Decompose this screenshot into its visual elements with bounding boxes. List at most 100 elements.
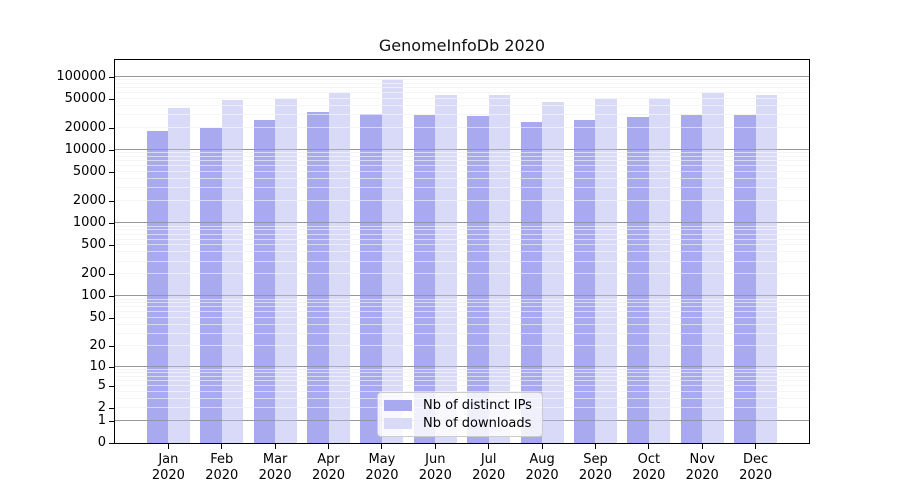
- y-tick-mark: [109, 76, 114, 78]
- legend-swatch-distinct-ips: [384, 400, 412, 412]
- bar-distinct-ips-jun: [413, 114, 436, 443]
- minor-gridline-overlay: [115, 311, 809, 313]
- x-tick-month: Dec: [743, 452, 769, 467]
- bar-downloads-oct: [648, 97, 671, 443]
- bar-distinct-ips-nov: [680, 114, 703, 443]
- y-tick-label: 20000: [64, 120, 106, 136]
- bar-downloads-apr: [328, 92, 351, 443]
- major-gridline-overlay: [115, 75, 809, 77]
- x-tick-label-jul: Jul 2020: [459, 452, 519, 484]
- y-tick-label: 500: [81, 237, 106, 253]
- plot-area: [114, 59, 810, 444]
- x-tick-month: Jul: [480, 452, 497, 467]
- minor-gridline-overlay: [115, 229, 809, 231]
- x-tick-year: 2020: [578, 468, 612, 483]
- minor-gridline-overlay: [115, 380, 809, 382]
- y-tick-label: 200: [81, 266, 106, 282]
- major-gridline-overlay: [115, 295, 809, 297]
- x-tick-mark: [274, 444, 276, 449]
- y-tick-mark: [109, 408, 114, 410]
- y-tick-label: 2: [97, 400, 106, 416]
- x-tick-mark: [328, 444, 330, 449]
- y-tick-mark: [109, 296, 114, 298]
- y-tick-mark: [109, 420, 114, 422]
- x-tick-label-jan: Jan 2020: [138, 452, 198, 484]
- x-tick-label-dec: Dec 2020: [726, 452, 786, 484]
- x-tick-year: 2020: [632, 468, 666, 483]
- minor-gridline-overlay: [115, 368, 809, 370]
- minor-gridline-overlay: [115, 178, 809, 180]
- y-tick-mark: [109, 201, 114, 203]
- minor-gridline-overlay: [115, 251, 809, 253]
- bar-downloads-mar: [275, 98, 297, 443]
- y-tick-mark: [109, 443, 114, 444]
- x-tick-label-apr: Apr 2020: [299, 452, 359, 484]
- bar-distinct-ips-may: [360, 113, 382, 443]
- minor-gridline-overlay: [115, 105, 809, 107]
- minor-gridline-overlay: [115, 233, 809, 235]
- bar-distinct-ips-dec: [734, 115, 756, 443]
- y-tick-label: 100: [81, 288, 106, 304]
- minor-gridline-overlay: [115, 323, 809, 325]
- y-tick-mark: [109, 386, 114, 388]
- y-tick-label: 2000: [72, 193, 106, 209]
- y-tick-label: 50000: [64, 90, 106, 106]
- y-tick-label: 20: [89, 338, 106, 354]
- bar-distinct-ips-jul: [467, 115, 489, 443]
- minor-gridline-overlay: [115, 200, 809, 202]
- x-tick-label-feb: Feb 2020: [192, 452, 252, 484]
- x-tick-month: Aug: [529, 452, 555, 467]
- x-tick-year: 2020: [472, 468, 506, 483]
- minor-gridline-overlay: [115, 156, 809, 158]
- x-tick-label-may: May 2020: [352, 452, 412, 484]
- y-tick-mark: [109, 150, 114, 152]
- x-tick-month: Sep: [583, 452, 608, 467]
- x-tick-label-aug: Aug 2020: [512, 452, 572, 484]
- legend-label-downloads: Nb of downloads: [423, 415, 532, 431]
- x-tick-month: Apr: [317, 452, 340, 467]
- minor-gridline-overlay: [115, 273, 809, 275]
- minor-gridline-overlay: [115, 298, 809, 300]
- x-tick-mark: [701, 444, 703, 449]
- x-tick-month: Feb: [210, 452, 234, 467]
- x-tick-mark: [594, 444, 596, 449]
- y-tick-label: 5: [97, 378, 106, 394]
- minor-gridline-overlay: [115, 152, 809, 154]
- bar-downloads-jul: [488, 95, 511, 443]
- x-tick-mark: [541, 444, 543, 449]
- x-tick-label-oct: Oct 2020: [619, 452, 679, 484]
- minor-gridline-overlay: [115, 238, 809, 240]
- x-tick-mark: [755, 444, 757, 449]
- y-tick-mark: [109, 128, 114, 130]
- minor-gridline-overlay: [115, 225, 809, 227]
- bar-distinct-ips-aug: [520, 121, 543, 443]
- x-tick-year: 2020: [685, 468, 719, 483]
- x-tick-label-jun: Jun 2020: [405, 452, 465, 484]
- minor-gridline-overlay: [115, 302, 809, 304]
- x-tick-month: May: [368, 452, 396, 467]
- legend: Nb of distinct IPs Nb of downloads: [377, 392, 543, 437]
- minor-gridline-overlay: [115, 390, 809, 392]
- bar-distinct-ips-feb: [200, 128, 222, 443]
- x-tick-mark: [648, 444, 650, 449]
- minor-gridline-overlay: [115, 97, 809, 99]
- bar-downloads-sep: [595, 98, 617, 443]
- y-tick-label: 100000: [56, 68, 106, 84]
- bar-downloads-jun: [435, 95, 457, 443]
- x-tick-month: Jan: [158, 452, 179, 467]
- minor-gridline-overlay: [115, 92, 809, 94]
- minor-gridline-overlay: [115, 372, 809, 374]
- major-gridline-overlay: [115, 365, 809, 367]
- minor-gridline-overlay: [115, 171, 809, 173]
- minor-gridline-overlay: [115, 82, 809, 84]
- y-tick-mark: [109, 274, 114, 276]
- minor-gridline-overlay: [115, 187, 809, 189]
- gridlines-over-layer: [115, 60, 809, 443]
- minor-gridline-overlay: [115, 127, 809, 129]
- x-tick-year: 2020: [151, 468, 185, 483]
- y-tick-label: 0: [97, 435, 106, 450]
- x-tick-year: 2020: [365, 468, 399, 483]
- minor-gridline-overlay: [115, 306, 809, 308]
- chart-title: GenomeInfoDb 2020: [378, 36, 546, 55]
- x-tick-mark: [434, 444, 436, 449]
